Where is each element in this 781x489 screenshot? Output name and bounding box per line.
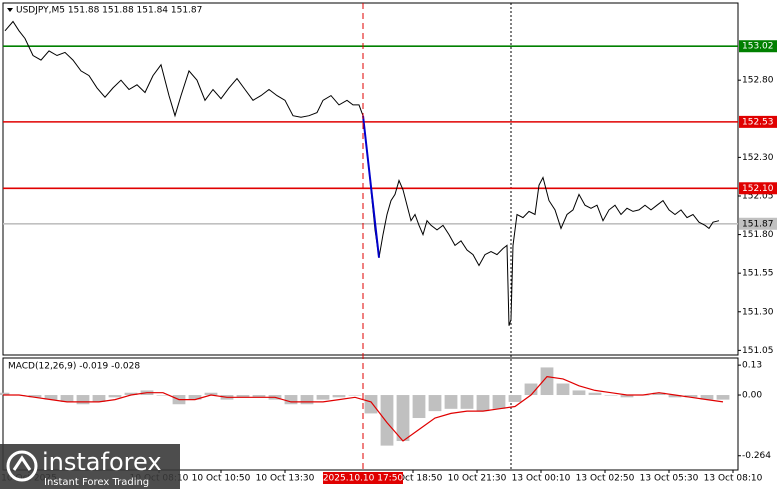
y-tick-label: 152.30	[742, 153, 774, 163]
y-tick-label: 0.13	[742, 361, 762, 371]
trend-line	[362, 115, 380, 258]
header-marker	[7, 8, 13, 12]
histogram-bar	[124, 392, 138, 396]
histogram-bar	[444, 395, 458, 409]
histogram-bar	[572, 390, 586, 396]
price-level-box	[739, 115, 777, 128]
y-tick-label: 151.80	[742, 230, 774, 240]
histogram-bar	[700, 395, 714, 400]
signal-line	[3, 375, 724, 442]
histogram-bar	[460, 395, 474, 409]
watermark-brand: instaforex	[42, 448, 162, 476]
histogram-bar	[236, 395, 250, 398]
histogram-bar	[604, 395, 618, 396]
histogram-bar	[60, 395, 74, 402]
price-level-box	[739, 217, 777, 230]
chart-title: USDJPY,M5 151.88 151.88 151.84 151.87	[16, 6, 202, 16]
y-tick-label: 0.00	[742, 391, 762, 401]
macd-pane	[2, 357, 739, 471]
histogram-bar	[0, 392, 10, 396]
histogram-bar	[476, 395, 490, 412]
histogram-bar	[652, 392, 666, 396]
price-level-box	[739, 182, 777, 195]
plot: 152.80 152.30 152.05 151.80 151.55 151.30 151.…	[0, 3, 777, 484]
histogram-bar	[412, 395, 426, 419]
x-tick-label: 13 Oct 00:10	[512, 474, 571, 484]
y-tick-label: 151.30	[742, 307, 774, 317]
main-pane	[2, 2, 739, 356]
price-line	[4, 20, 720, 326]
histogram-bar	[300, 395, 314, 405]
histogram-bar	[364, 395, 378, 414]
y-tick-label: -0.264	[742, 451, 771, 461]
y-tick-label: 152.80	[742, 76, 774, 86]
x-tick-label: 13 Oct 05:30	[640, 474, 699, 484]
histogram-bar	[76, 395, 90, 405]
histogram-bar	[524, 383, 538, 396]
price-level-label: 152.53	[742, 117, 774, 127]
histogram-bar	[204, 392, 218, 396]
x-tick-label: 13 Oct 08:10	[704, 474, 763, 484]
histogram-bar	[716, 395, 730, 400]
histogram-bar	[284, 395, 298, 405]
macd-title: MACD(12,26,9) -0.019 -0.028	[8, 362, 140, 372]
histogram-bar	[92, 395, 106, 402]
price-level-label: 152.10	[742, 184, 774, 194]
histogram-bar	[684, 395, 698, 398]
histogram-bar	[588, 392, 602, 396]
histogram-bar	[620, 395, 634, 398]
histogram-bar	[316, 395, 330, 400]
cursor-label: 2025.10.10 17:50	[323, 474, 404, 484]
histogram-bar	[252, 395, 266, 398]
y-tick-label: 152.05	[742, 191, 774, 201]
histogram-bar	[108, 395, 122, 398]
y-tick-label: 151.05	[742, 346, 774, 356]
histogram-bar	[44, 395, 58, 400]
y-tick-label: 151.55	[742, 269, 774, 279]
histogram-bar	[28, 395, 42, 398]
x-tick-label: 10 Oct 21:30	[448, 474, 507, 484]
histogram-bar	[668, 395, 682, 398]
histogram-bar	[508, 395, 522, 402]
histogram-bar	[556, 383, 570, 396]
x-tick-label: 10 Oct 13:30	[256, 474, 315, 484]
histogram-bar	[380, 395, 394, 446]
histogram-bar	[188, 395, 202, 400]
cursor-label-box	[323, 472, 403, 484]
histogram-bar	[332, 395, 346, 398]
x-tick-label: 10 Oct 18:50	[384, 474, 443, 484]
histogram-bar	[348, 395, 362, 396]
histogram-bar	[396, 395, 410, 442]
watermark-logo	[6, 450, 38, 482]
histogram-bar	[156, 395, 170, 396]
watermark-logo-mark	[12, 455, 32, 471]
watermark-tagline: Instant Forex Trading	[44, 477, 149, 488]
x-tick-label: 10 Oct 10:50	[192, 474, 251, 484]
price-level-label: 153.02	[742, 42, 774, 52]
histogram-bar	[492, 395, 506, 409]
x-tick-label: 13 Oct 02:50	[576, 474, 635, 484]
histogram-bar	[428, 395, 442, 412]
histogram-bar	[540, 367, 554, 396]
watermark: instaforex Instant Forex Trading	[0, 444, 180, 489]
watermark-box	[0, 444, 180, 489]
price-level-box	[739, 40, 777, 53]
price-level-label: 151.87	[742, 219, 774, 229]
